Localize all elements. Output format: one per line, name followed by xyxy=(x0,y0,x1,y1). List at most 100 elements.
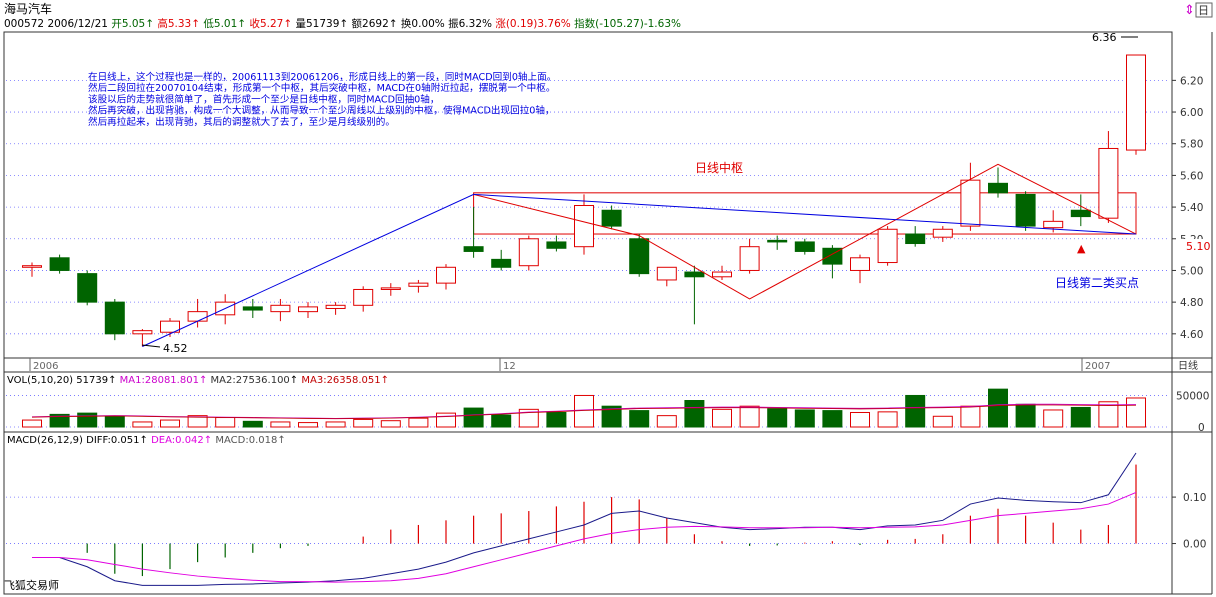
volume-bar xyxy=(1126,397,1146,428)
volume-bar xyxy=(22,419,42,428)
volume-bar xyxy=(215,417,236,428)
candle-body xyxy=(712,271,732,278)
candle-body xyxy=(353,288,374,306)
candle-body xyxy=(380,287,401,290)
svg-text:MACD(26,12,9) DIFF:0.051↑ DEA:: MACD(26,12,9) DIFF:0.051↑ DEA:0.042↑ MAC… xyxy=(7,435,286,446)
volume-bar xyxy=(160,419,180,428)
volume-value: 51739 xyxy=(306,18,339,30)
volume-bar xyxy=(491,414,512,428)
candle-body xyxy=(242,306,263,311)
candle-body xyxy=(187,311,208,322)
macd-tick-label: 0.10 xyxy=(1183,492,1206,504)
annotation-line: 然后再突破，出现背驰，构成一个大调整，从而导致一个至少周线以上级别的中枢，使得M… xyxy=(88,105,555,117)
header-quote-line: 000572 2006/12/21 开5.05↑ 高5.33↑ 低5.01↑ 收… xyxy=(4,17,681,30)
price-axis: 6.206.005.805.605.405.205.004.804.60 xyxy=(1172,75,1203,341)
volume-bar xyxy=(988,388,1008,428)
volume-bar xyxy=(932,415,953,428)
volume-bar xyxy=(408,417,429,428)
candle-body xyxy=(656,266,677,281)
candle-body xyxy=(960,179,981,227)
candle-body xyxy=(574,205,594,248)
volume-bar xyxy=(1015,403,1036,428)
annotation-text: 在日线上，这个过程也是一样的，20061113到20061206，形成日线上的第… xyxy=(88,71,556,128)
x-label-12: 12 xyxy=(503,361,516,372)
volume-ma3-line xyxy=(31,404,1137,420)
candle-body xyxy=(298,306,318,313)
volume-bar xyxy=(960,405,981,428)
candlestick-series xyxy=(22,54,1146,347)
price-tick-label: 4.80 xyxy=(1180,297,1203,309)
volume-bar xyxy=(601,405,622,428)
price-tick-label: 6.20 xyxy=(1180,75,1203,87)
arrow-icon[interactable]: ⇕ xyxy=(1184,3,1195,18)
segment-lines xyxy=(142,193,1137,347)
volume-bar xyxy=(739,405,760,428)
low-price-label: 4.52 xyxy=(163,342,188,355)
candle-body xyxy=(739,246,760,271)
annotation-line: 该股以后的走势就很简单了，首先形成一个至少是日线中枢，同时MACD回抽0轴， xyxy=(88,93,439,105)
stroke-line xyxy=(473,163,1137,300)
volume-tick-label: 0 xyxy=(1198,422,1205,434)
volume-axis: 50000 0 xyxy=(1176,390,1209,434)
volume-bar xyxy=(298,422,318,428)
candle-body xyxy=(629,238,650,275)
svg-text:VOL(5,10,20) 51739↑ MA1:28081.: VOL(5,10,20) 51739↑ MA1:28081.801↑ MA2:2… xyxy=(7,375,389,386)
candle-body xyxy=(325,304,346,309)
stock-code: 000572 xyxy=(4,18,44,30)
candle-body xyxy=(77,273,98,303)
candle-body xyxy=(518,238,539,267)
x-axis: 2006 12 2007 日线 xyxy=(29,358,1198,372)
candle-body xyxy=(877,228,898,264)
period-toolbar[interactable]: ⇕ 日 xyxy=(1184,2,1213,18)
volume-bar xyxy=(822,410,843,428)
volume-bar xyxy=(104,415,125,428)
candle-body xyxy=(436,266,456,284)
volume-bar xyxy=(187,415,208,428)
volume-bar xyxy=(1070,406,1091,428)
annotation-line: 在日线上，这个过程也是一样的，20061113到20061206，形成日线上的第… xyxy=(88,71,556,83)
volume-bar xyxy=(353,418,374,428)
volume-bar xyxy=(712,408,732,428)
candle-body xyxy=(1098,147,1119,219)
volume-bar xyxy=(242,420,263,428)
macd-header: MACD(26,12,9) DIFF:0.051↑ DEA:0.042↑ MAC… xyxy=(7,435,286,446)
app-title: 海马汽车 xyxy=(4,1,52,16)
period-label[interactable]: 日 xyxy=(1198,4,1209,17)
price-tick-label: 5.00 xyxy=(1180,265,1203,277)
volume-bar xyxy=(656,415,677,428)
volume-bar xyxy=(132,421,153,428)
macd-diff-line xyxy=(32,452,1137,586)
x-label-2007: 2007 xyxy=(1085,361,1110,372)
candle-body xyxy=(546,241,567,249)
volume-bar xyxy=(49,413,70,428)
volume-bar xyxy=(794,409,815,428)
volume-tick-label: 50000 xyxy=(1176,390,1209,402)
volume-bar xyxy=(629,410,650,428)
candle-body xyxy=(104,301,125,335)
volume-bar xyxy=(436,412,456,428)
volume-bar xyxy=(463,407,484,428)
macd-histogram xyxy=(86,464,1137,577)
volume-bar xyxy=(1043,409,1064,428)
candle-body xyxy=(850,257,870,271)
high-price: 5.33 xyxy=(168,18,191,30)
volume-bar xyxy=(767,408,788,428)
volume-bar xyxy=(877,411,898,428)
volume-bar xyxy=(77,412,98,428)
buy-point-label: 日线第二类买点 xyxy=(1055,276,1139,290)
volume-ma-lines xyxy=(31,403,1137,420)
volume-bar xyxy=(380,420,401,428)
candle-body xyxy=(1070,209,1091,218)
index-value: (-105.27)-1.63% xyxy=(595,18,681,30)
candle-body xyxy=(463,246,484,252)
macd-axis: 0.10 0.00 xyxy=(1172,492,1206,551)
high-price-label: 6.36 xyxy=(1092,31,1117,44)
volume-bar xyxy=(850,411,870,428)
volume-header: VOL(5,10,20) 51739↑ MA1:28081.801↑ MA2:2… xyxy=(7,375,389,386)
candle-body xyxy=(932,228,953,238)
volume-bar xyxy=(270,421,291,428)
x-label-2006: 2006 xyxy=(33,361,58,372)
candle-body xyxy=(160,320,180,333)
volume-bar xyxy=(325,421,346,428)
